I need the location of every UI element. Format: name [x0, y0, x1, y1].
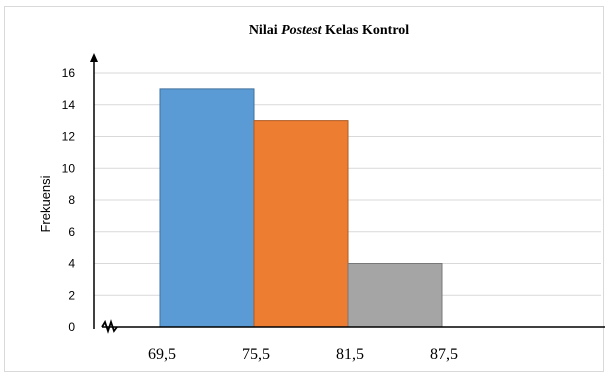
histogram-chart: Nilai Postest Kelas Kontrol Frekuensi 0 2…	[38, 23, 605, 363]
y-tick-label: 14	[62, 98, 76, 112]
histogram-bar	[159, 88, 255, 328]
histogram-bar	[253, 120, 349, 328]
y-tick-label: 2	[68, 288, 75, 302]
chart-title: Nilai Postest Kelas Kontrol	[249, 23, 409, 38]
y-tick-label: 8	[68, 193, 75, 207]
y-tick-label: 10	[62, 161, 76, 175]
x-tick-label: 69,5	[148, 346, 176, 363]
chart-title-suffix: Kelas Kontrol	[322, 23, 410, 38]
chart-title-prefix: Nilai	[249, 23, 281, 38]
histogram-bar	[347, 263, 443, 328]
chart-title-emphasis: Postest	[281, 23, 323, 38]
x-tick-label: 87,5	[430, 346, 458, 363]
chart-frame: Nilai Postest Kelas Kontrol Frekuensi 0 2…	[4, 6, 605, 372]
axes	[90, 53, 605, 334]
y-axis-arrow-icon	[90, 53, 98, 62]
y-tick-label: 12	[62, 130, 76, 144]
y-tick-label: 16	[62, 66, 76, 80]
y-tick-label: 4	[68, 257, 75, 271]
y-tick-label: 0	[68, 320, 75, 334]
y-tick-labels: 0 2 4 6 8 10 12 14 16	[62, 66, 76, 334]
x-tick-labels: 69,5 75,5 81,5 87,5	[148, 346, 458, 363]
y-axis-label: Frekuensi	[38, 175, 53, 232]
x-tick-label: 81,5	[336, 346, 364, 363]
x-tick-label: 75,5	[242, 346, 270, 363]
axis-break-icon	[101, 319, 118, 334]
y-tick-label: 6	[68, 225, 75, 239]
bars	[159, 88, 443, 328]
